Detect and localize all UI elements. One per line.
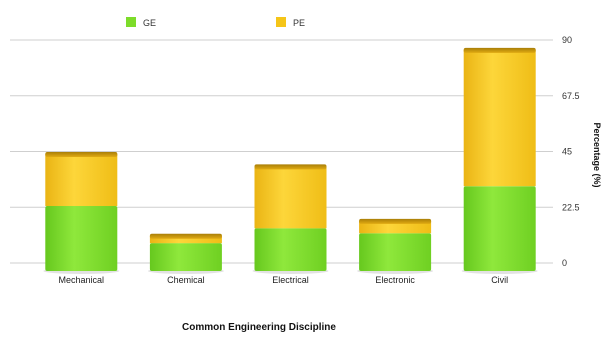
y-tick-label: 90 [562,35,572,45]
x-tick-label: Chemical [167,275,205,285]
bar-ge-chemical [149,243,222,271]
x-tick-label: Civil [491,275,508,285]
legend-label-pe: PE [293,18,305,28]
bar-pe-electronic [359,220,432,234]
bar-pe-mechanical [45,153,118,207]
bar-top-cap [45,151,118,157]
x-axis-label: Common Engineering Discipline [182,322,336,333]
bar-ge-civil [463,186,536,271]
x-tick-label: Electrical [272,275,309,285]
bar-ge-mechanical [45,206,118,271]
legend-swatch-ge [126,17,136,27]
y-tick-label: 67.5 [562,91,580,101]
bars [43,47,538,274]
y-tick-label: 0 [562,258,567,268]
bar-ge-electrical [254,228,327,271]
y-tick-label: 45 [562,147,572,157]
y-axis-ticks: 0 22.5 45 67.5 90 [562,35,580,268]
bar-top-cap [149,233,222,239]
bar-pe-chemical [149,235,222,244]
bar-top-cap [254,164,327,170]
bar-top-cap [463,47,536,53]
legend-swatch-pe [276,17,286,27]
bar-ge-electronic [359,233,432,271]
bar-pe-civil [463,49,536,187]
y-axis-label: Percentage (%) [592,122,601,187]
bar-top-cap [359,218,432,224]
legend: GE PE [126,17,305,28]
legend-label-ge: GE [143,18,156,28]
x-axis-categories: Mechanical Chemical Electrical Electronic Ci… [59,275,509,285]
y-tick-label: 22.5 [562,202,580,212]
x-tick-label: Mechanical [59,275,105,285]
x-tick-label: Electronic [375,275,415,285]
bar-pe-electrical [254,166,327,229]
